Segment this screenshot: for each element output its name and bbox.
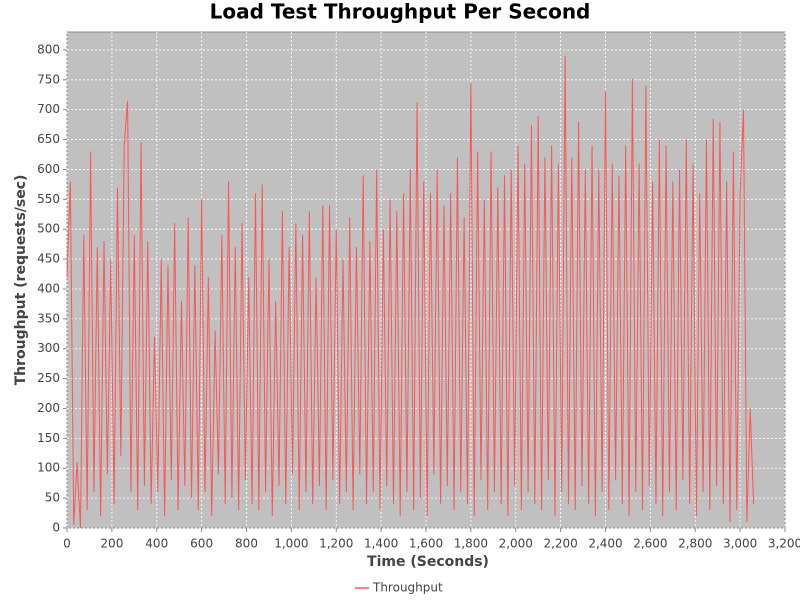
y-tick-label: 450: [37, 252, 60, 266]
x-tick-label: 2,000: [499, 537, 533, 551]
x-tick-label: 2,400: [588, 537, 622, 551]
y-axis-label: Throughput (requests/sec): [13, 175, 29, 386]
x-tick-label: 2,600: [633, 537, 667, 551]
x-tick-label: 1,200: [319, 537, 353, 551]
y-tick-label: 550: [37, 192, 60, 206]
y-tick-label: 600: [37, 162, 60, 176]
y-tick-label: 50: [45, 491, 60, 505]
y-tick-label: 400: [37, 281, 60, 295]
y-tick-label: 700: [37, 102, 60, 116]
x-tick-label: 1,400: [364, 537, 398, 551]
series-line: [66, 55, 755, 529]
x-tick-label: 0: [63, 537, 71, 551]
y-tick-label: 350: [37, 311, 60, 325]
x-tick-label: 2,800: [678, 537, 712, 551]
x-tick-label: 400: [145, 537, 168, 551]
y-tick-label: 800: [37, 42, 60, 56]
x-tick-label: 1,600: [409, 537, 443, 551]
y-tick-label: 150: [37, 431, 60, 445]
x-axis-label: Time (Seconds): [367, 554, 489, 570]
chart-title: Load Test Throughput Per Second: [210, 0, 591, 24]
y-tick-label: 500: [37, 222, 60, 236]
y-tick-label: 750: [37, 72, 60, 86]
y-tick-label: 100: [37, 461, 60, 475]
y-tick-label: 0: [52, 521, 60, 535]
y-tick-label: 300: [37, 341, 60, 355]
x-tick-label: 3,200: [768, 537, 800, 551]
y-tick-label: 650: [37, 132, 60, 146]
x-tick-label: 1,800: [454, 537, 488, 551]
x-tick-label: 800: [235, 537, 258, 551]
x-tick-label: 1,000: [274, 537, 308, 551]
y-tick-label: 200: [37, 401, 60, 415]
x-tick-label: 2,200: [543, 537, 577, 551]
x-tick-label: 200: [100, 537, 123, 551]
y-tick-label: 250: [37, 371, 60, 385]
legend-label: Throughput: [372, 581, 443, 595]
x-tick-label: 3,000: [723, 537, 757, 551]
x-tick-label: 600: [190, 537, 213, 551]
